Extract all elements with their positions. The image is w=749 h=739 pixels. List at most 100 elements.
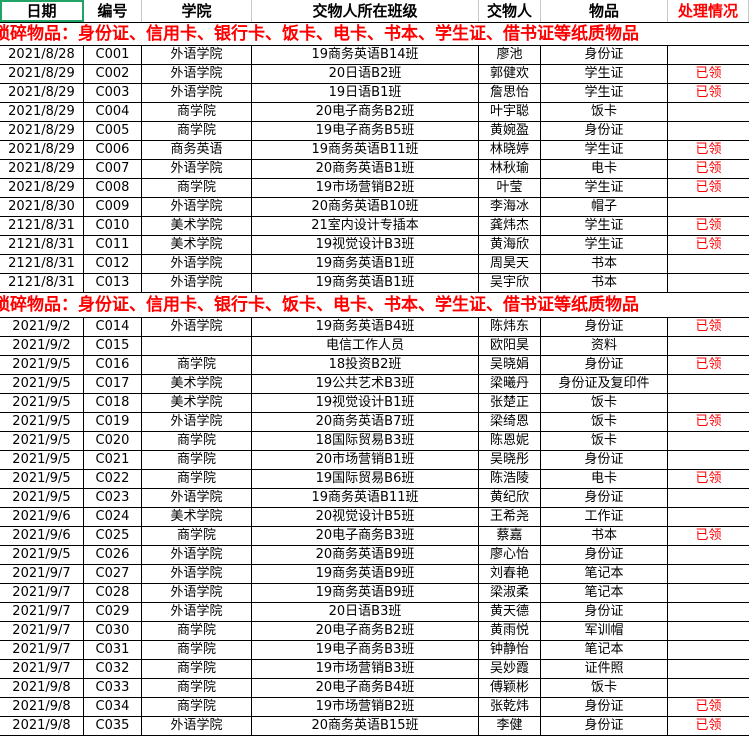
submitter-cell[interactable]: 黄纪欣 [479,489,541,507]
class-cell[interactable]: 20日语B2班 [252,65,479,83]
class-cell[interactable]: 20电子商务B2班 [252,103,479,121]
submitter-cell[interactable]: 叶宇聪 [479,103,541,121]
submitter-cell[interactable]: 陈炜东 [479,318,541,336]
id-cell[interactable]: C011 [84,236,142,254]
college-cell[interactable]: 外语学院 [142,318,252,336]
status-cell[interactable]: 已领 [695,161,722,176]
date-cell[interactable]: 2021/9/2 [0,337,84,355]
college-cell[interactable]: 美术学院 [142,508,252,526]
college-cell[interactable]: 美术学院 [142,394,252,412]
id-cell[interactable]: C005 [84,122,142,140]
status-cell[interactable] [668,584,749,602]
id-cell[interactable]: C014 [84,318,142,336]
status-cell[interactable] [668,255,749,273]
college-cell[interactable]: 商学院 [142,122,252,140]
status-cell[interactable] [668,375,749,393]
status-cell[interactable]: 已领 [695,718,722,733]
item-cell[interactable]: 帽子 [541,198,668,216]
status-cell[interactable]: 已领 [695,357,722,372]
class-cell[interactable]: 19商务英语B1班 [252,255,479,273]
status-cell[interactable] [668,508,749,526]
submitter-cell[interactable]: 张楚正 [479,394,541,412]
class-cell[interactable]: 20商务英语B9班 [252,546,479,564]
id-cell[interactable]: C022 [84,470,142,488]
class-cell[interactable]: 19日语B1班 [252,84,479,102]
class-cell[interactable]: 19商务英语B9班 [252,584,479,602]
status-cell[interactable] [668,565,749,583]
id-cell[interactable]: C028 [84,584,142,602]
college-cell[interactable]: 商学院 [142,179,252,197]
college-cell[interactable]: 商学院 [142,432,252,450]
item-cell[interactable]: 书本 [541,255,668,273]
submitter-cell[interactable]: 吴妙霞 [479,660,541,678]
id-cell[interactable]: C008 [84,179,142,197]
class-cell[interactable]: 电信工作人员 [252,337,479,355]
id-cell[interactable]: C023 [84,489,142,507]
submitter-cell[interactable]: 黄天德 [479,603,541,621]
college-cell[interactable]: 外语学院 [142,584,252,602]
status-cell[interactable]: 已领 [695,218,722,233]
status-cell[interactable]: 已领 [695,528,722,543]
category-banner[interactable]: 琐碎物品：身份证、信用卡、银行卡、饭卡、电卡、书本、学生证、借书证等纸质物品 [0,293,749,318]
college-cell[interactable]: 商学院 [142,622,252,640]
class-cell[interactable]: 19电子商务B5班 [252,122,479,140]
college-cell[interactable]: 商学院 [142,356,252,374]
class-cell[interactable]: 19商务英语B4班 [252,318,479,336]
date-cell[interactable]: 2021/9/7 [0,584,84,602]
submitter-cell[interactable]: 吴晓彤 [479,451,541,469]
submitter-cell[interactable]: 李健 [479,717,541,735]
id-cell[interactable]: C010 [84,217,142,235]
college-cell[interactable]: 外语学院 [142,603,252,621]
college-cell[interactable]: 美术学院 [142,375,252,393]
submitter-cell[interactable]: 陈恩妮 [479,432,541,450]
college-cell[interactable] [142,337,252,355]
status-cell[interactable] [668,660,749,678]
id-cell[interactable]: C035 [84,717,142,735]
college-cell[interactable]: 商学院 [142,679,252,697]
status-cell[interactable] [668,394,749,412]
date-cell[interactable]: 2021/8/29 [0,179,84,197]
header-class[interactable]: 交物人所在班级 [252,0,479,22]
college-cell[interactable]: 商学院 [142,451,252,469]
item-cell[interactable]: 饭卡 [541,103,668,121]
header-date[interactable]: 日期 [0,0,84,22]
status-cell[interactable]: 已领 [695,699,722,714]
class-cell[interactable]: 19市场营销B2班 [252,698,479,716]
status-cell[interactable]: 已领 [695,414,722,429]
id-cell[interactable]: C004 [84,103,142,121]
class-cell[interactable]: 20电子商务B2班 [252,622,479,640]
submitter-cell[interactable]: 黄雨悦 [479,622,541,640]
date-cell[interactable]: 2021/9/5 [0,375,84,393]
submitter-cell[interactable]: 梁曦丹 [479,375,541,393]
date-cell[interactable]: 2021/8/29 [0,160,84,178]
college-cell[interactable]: 美术学院 [142,236,252,254]
date-cell[interactable]: 2021/9/5 [0,413,84,431]
college-cell[interactable]: 外语学院 [142,717,252,735]
class-cell[interactable]: 20商务英语B7班 [252,413,479,431]
submitter-cell[interactable]: 蔡嘉 [479,527,541,545]
item-cell[interactable]: 资料 [541,337,668,355]
college-cell[interactable]: 商学院 [142,660,252,678]
class-cell[interactable]: 20电子商务B4班 [252,679,479,697]
status-cell[interactable] [668,432,749,450]
submitter-cell[interactable]: 廖池 [479,46,541,64]
submitter-cell[interactable]: 詹思怡 [479,84,541,102]
class-cell[interactable]: 20电子商务B3班 [252,527,479,545]
item-cell[interactable]: 身份证 [541,46,668,64]
id-cell[interactable]: C021 [84,451,142,469]
id-cell[interactable]: C027 [84,565,142,583]
date-cell[interactable]: 2021/8/30 [0,198,84,216]
status-cell[interactable] [668,46,749,64]
date-cell[interactable]: 2021/9/8 [0,717,84,735]
college-cell[interactable]: 商学院 [142,527,252,545]
item-cell[interactable]: 饭卡 [541,432,668,450]
class-cell[interactable]: 18投资B2班 [252,356,479,374]
class-cell[interactable]: 20视觉设计B5班 [252,508,479,526]
class-cell[interactable]: 19国际贸易B6班 [252,470,479,488]
header-id[interactable]: 编号 [84,0,142,22]
date-cell[interactable]: 2021/9/7 [0,641,84,659]
class-cell[interactable]: 19商务英语B9班 [252,565,479,583]
college-cell[interactable]: 美术学院 [142,217,252,235]
item-cell[interactable]: 饭卡 [541,679,668,697]
college-cell[interactable]: 商学院 [142,698,252,716]
